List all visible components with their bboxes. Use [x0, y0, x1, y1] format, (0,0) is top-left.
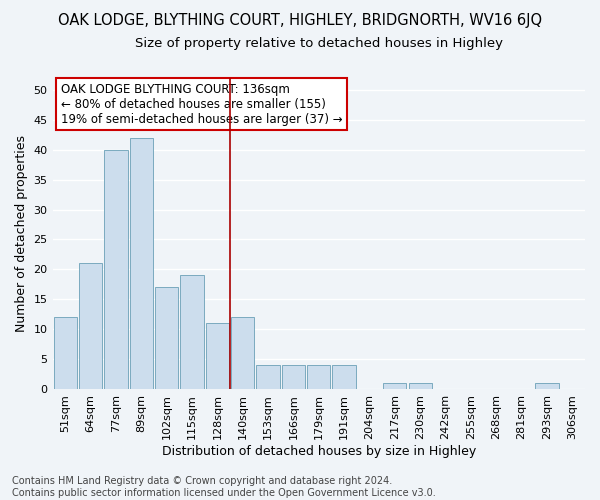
Bar	[256, 365, 280, 389]
Bar	[231, 317, 254, 389]
Text: OAK LODGE BLYTHING COURT: 136sqm
← 80% of detached houses are smaller (155)
19% : OAK LODGE BLYTHING COURT: 136sqm ← 80% o…	[61, 82, 342, 126]
X-axis label: Distribution of detached houses by size in Highley: Distribution of detached houses by size …	[161, 444, 476, 458]
Bar	[104, 150, 128, 389]
Title: Size of property relative to detached houses in Highley: Size of property relative to detached ho…	[135, 38, 503, 51]
Bar	[79, 264, 102, 389]
Text: OAK LODGE, BLYTHING COURT, HIGHLEY, BRIDGNORTH, WV16 6JQ: OAK LODGE, BLYTHING COURT, HIGHLEY, BRID…	[58, 12, 542, 28]
Bar	[535, 383, 559, 389]
Bar	[332, 365, 356, 389]
Bar	[130, 138, 153, 389]
Bar	[53, 317, 77, 389]
Bar	[206, 323, 229, 389]
Y-axis label: Number of detached properties: Number of detached properties	[15, 135, 28, 332]
Text: Contains HM Land Registry data © Crown copyright and database right 2024.
Contai: Contains HM Land Registry data © Crown c…	[12, 476, 436, 498]
Bar	[409, 383, 432, 389]
Bar	[282, 365, 305, 389]
Bar	[181, 276, 203, 389]
Bar	[307, 365, 331, 389]
Bar	[383, 383, 406, 389]
Bar	[155, 288, 178, 389]
